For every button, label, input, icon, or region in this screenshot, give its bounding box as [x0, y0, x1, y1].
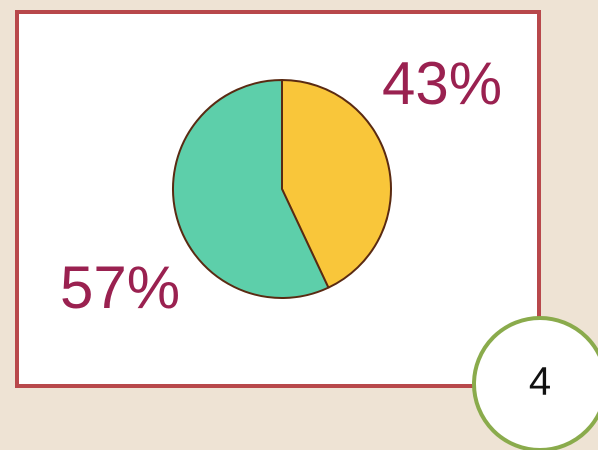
badge-circle [472, 316, 598, 450]
value-label: 57% [60, 254, 180, 321]
badge-number: 4 [529, 360, 551, 404]
value-label: 43% [382, 50, 502, 117]
pie-slice [281, 79, 392, 289]
pie [172, 79, 392, 299]
pie-slice [172, 79, 330, 299]
